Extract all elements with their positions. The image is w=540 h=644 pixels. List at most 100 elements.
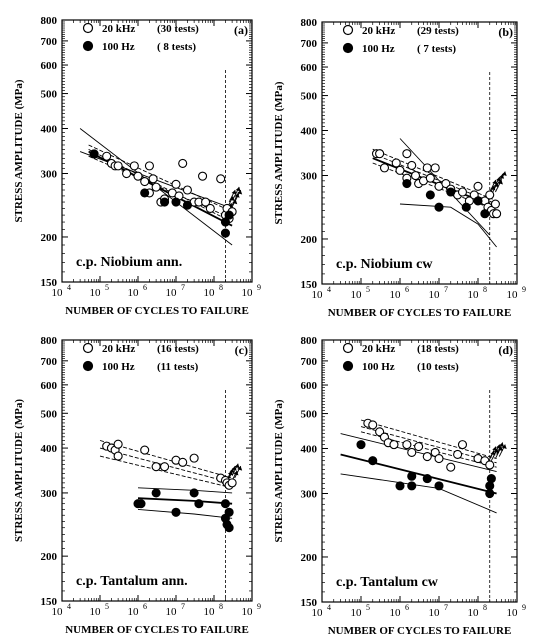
data-point-100hz xyxy=(160,197,170,207)
x-tick-label-exponent: 9 xyxy=(522,285,526,294)
y-axis-title: STRESS AMPLITUDE (MPa) xyxy=(13,79,25,222)
data-point-20khz xyxy=(485,190,495,200)
data-point-100hz xyxy=(407,471,417,481)
data-point-20khz xyxy=(189,453,199,463)
data-point-20khz xyxy=(441,178,451,189)
data-point-20khz xyxy=(102,151,112,161)
y-axis-title: STRESS AMPLITUDE (MPa) xyxy=(273,81,285,224)
y-tick-label: 800 xyxy=(41,15,58,27)
y-tick-label: 150 xyxy=(301,597,318,609)
data-point-20khz xyxy=(182,185,192,195)
fit-line xyxy=(340,473,497,514)
y-tick-label: 150 xyxy=(41,277,58,289)
data-point-20khz xyxy=(407,160,417,170)
data-point-20khz xyxy=(113,439,123,449)
y-tick-label: 700 xyxy=(301,38,318,50)
x-tick-label-exponent: 6 xyxy=(405,285,409,294)
x-tick-label-exponent: 7 xyxy=(181,283,185,292)
x-tick-label-base: 10 xyxy=(351,289,363,301)
y-tick-label: 200 xyxy=(41,232,58,244)
data-point-100hz xyxy=(407,481,417,491)
x-tick-label-exponent: 8 xyxy=(483,285,487,294)
x-tick-label-base: 10 xyxy=(90,606,102,618)
fit-line xyxy=(340,453,497,495)
data-point-100hz xyxy=(220,228,230,238)
runout-arrowhead xyxy=(501,444,507,450)
data-point-100hz xyxy=(151,488,161,498)
data-point-20khz xyxy=(140,445,150,455)
data-point-20khz xyxy=(389,440,399,450)
x-tick-label-exponent: 8 xyxy=(219,602,223,611)
y-tick-label: 400 xyxy=(41,443,58,455)
x-axis-title: NUMBER OF CYCLES TO FAILURE xyxy=(328,625,512,637)
data-point-100hz xyxy=(140,188,150,198)
plot-frame xyxy=(321,339,518,603)
data-point-20khz xyxy=(473,181,483,191)
y-tick-label: 200 xyxy=(41,551,58,563)
data-point-100hz xyxy=(422,474,432,484)
material-label: c.p. Tantalum ann. xyxy=(76,574,188,589)
y-tick-label: 800 xyxy=(41,335,58,347)
fit-line xyxy=(360,431,497,468)
data-point-20khz xyxy=(414,441,424,452)
data-point-100hz xyxy=(89,149,99,159)
x-tick-label-base: 10 xyxy=(507,289,519,301)
runout-arrowhead xyxy=(499,442,505,447)
data-point-100hz xyxy=(356,440,366,450)
data-point-20khz xyxy=(198,171,208,181)
runout-arrowhead xyxy=(501,171,507,177)
data-point-20khz xyxy=(144,161,154,171)
data-point-100hz xyxy=(395,481,405,491)
x-tick-label-base: 10 xyxy=(351,607,363,619)
data-point-20khz xyxy=(140,176,150,187)
data-point-20khz xyxy=(148,174,158,184)
data-point-100hz xyxy=(220,217,230,227)
data-point-100hz xyxy=(194,499,204,509)
x-tick-label-exponent: 9 xyxy=(522,603,526,612)
x-tick-label-base: 10 xyxy=(90,287,102,299)
legend-marker xyxy=(82,22,94,34)
data-point-100hz xyxy=(224,210,234,220)
data-point-100hz xyxy=(171,197,181,207)
data-point-20khz xyxy=(113,451,123,461)
data-point-20khz xyxy=(434,454,444,464)
material-label: c.p. Niobium cw xyxy=(336,257,433,272)
data-point-20khz xyxy=(490,199,500,209)
data-point-20khz xyxy=(402,440,412,450)
panel-label: (b) xyxy=(498,25,513,39)
data-point-20khz xyxy=(492,209,502,219)
plot-frame xyxy=(61,19,253,283)
legend-frequency: 100 Hz xyxy=(362,43,395,55)
fit-line xyxy=(99,455,233,489)
data-point-100hz xyxy=(220,499,230,509)
fit-line xyxy=(88,144,233,213)
y-tick-label: 600 xyxy=(301,380,318,392)
data-point-20khz xyxy=(457,187,468,197)
y-axis-title: STRESS AMPLITUDE (MPa) xyxy=(273,399,285,542)
x-tick-label-base: 10 xyxy=(52,606,64,618)
data-point-100hz xyxy=(485,488,495,499)
material-label: c.p. Niobium ann. xyxy=(76,255,182,270)
legend-frequency: 20 kHz xyxy=(362,343,395,355)
legend-frequency: 20 kHz xyxy=(362,25,395,37)
x-tick-label-base: 10 xyxy=(507,607,519,619)
data-point-20khz xyxy=(457,440,468,450)
plot-frame xyxy=(61,339,253,602)
data-point-20khz xyxy=(379,163,390,173)
x-tick-label-base: 10 xyxy=(242,606,254,618)
runout-arrowhead xyxy=(235,186,241,192)
x-tick-label-base: 10 xyxy=(166,287,178,299)
data-point-20khz xyxy=(227,478,237,488)
legend-frequency: 100 Hz xyxy=(362,361,395,373)
plot-frame xyxy=(321,21,518,285)
x-tick-label-exponent: 8 xyxy=(219,283,223,292)
x-axis-title: NUMBER OF CYCLES TO FAILURE xyxy=(65,305,249,317)
y-tick-label: 300 xyxy=(41,169,58,181)
fit-line xyxy=(137,497,233,505)
data-point-100hz xyxy=(182,200,192,210)
y-tick-label: 300 xyxy=(41,488,58,500)
data-point-20khz xyxy=(171,179,181,189)
